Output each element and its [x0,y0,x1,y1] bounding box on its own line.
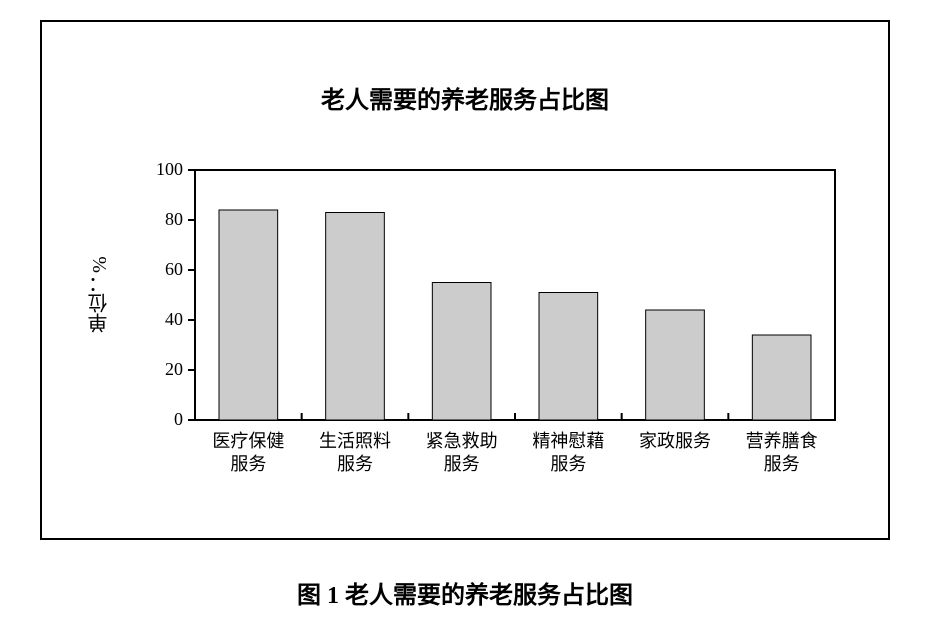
bar [219,210,278,420]
x-tick-label: 医疗保健 服务 [195,430,302,477]
bar [432,283,491,421]
bar [326,213,385,421]
y-tick-label: 60 [135,259,183,280]
y-tick-label: 40 [135,309,183,330]
x-tick-label: 家政服务 [622,430,729,453]
x-tick-label: 紧急救助 服务 [408,430,515,477]
y-tick-label: 80 [135,209,183,230]
y-tick-label: 100 [135,159,183,180]
x-tick-label: 精神慰藉 服务 [515,430,622,477]
figure-caption: 图 1 老人需要的养老服务占比图 [0,575,930,610]
x-tick-label: 营养膳食 服务 [728,430,835,477]
page: 老人需要的养老服务占比图 单位：% 医疗保健 服务生活照料 服务紧急救助 服务精… [0,0,930,625]
y-tick-label: 20 [135,359,183,380]
x-tick-label: 生活照料 服务 [302,430,409,477]
bar [752,335,811,420]
y-tick-label: 0 [135,409,183,430]
bar [646,310,705,420]
bar [539,293,598,421]
